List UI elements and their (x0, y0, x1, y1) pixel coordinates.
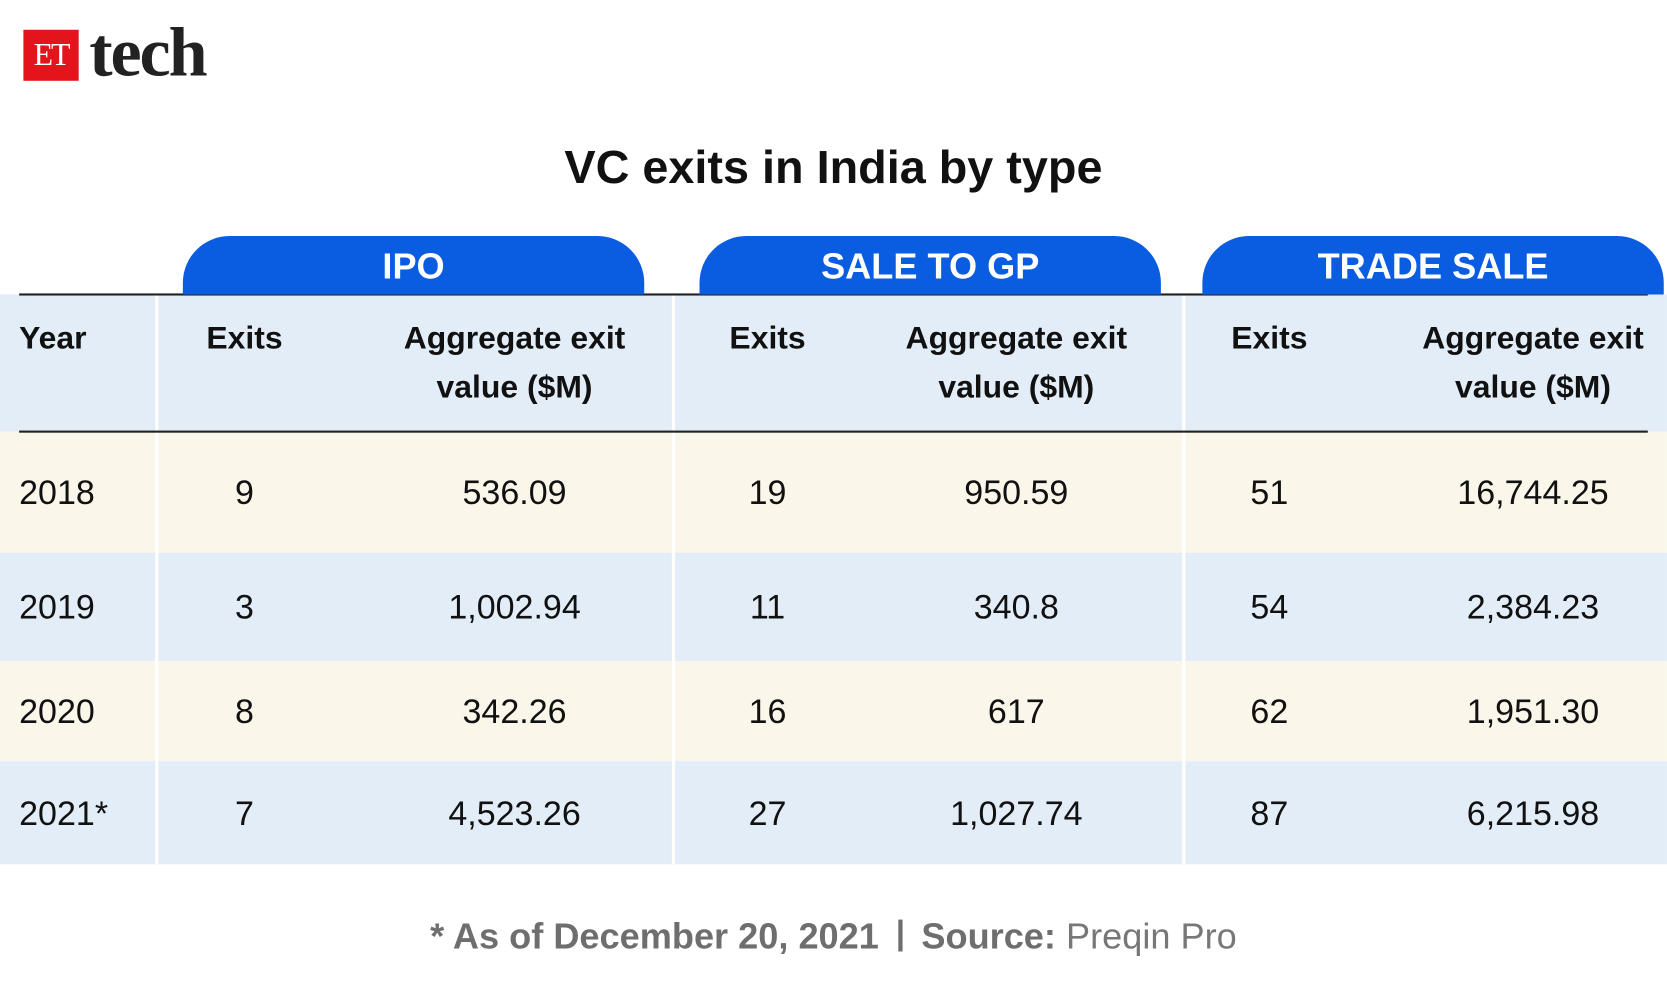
cell: 1,951.30 (1466, 692, 1600, 731)
column-header: Aggregate exit value ($M) (403, 321, 626, 406)
header-rule (19, 293, 1648, 296)
row (0, 431, 1667, 553)
cell: 1,027.74 (950, 793, 1083, 832)
column-header: Aggregate exit value ($M) (905, 321, 1128, 406)
cell: 950.59 (964, 473, 1069, 512)
row (0, 661, 1667, 762)
cell: 16,744.25 (1457, 473, 1609, 512)
cell: 9 (235, 473, 254, 512)
cell: 3 (235, 587, 254, 627)
cell: 2021* (19, 793, 109, 832)
column-header: Aggregate exit value ($M) (1422, 321, 1644, 406)
column-header: Exits (1231, 321, 1308, 357)
cell: 2020 (19, 692, 95, 731)
header-rule (19, 430, 1648, 433)
cell: 7 (235, 793, 254, 832)
footnote-note: * As of December 20, 2021 (430, 916, 879, 957)
logo-text: tech (89, 13, 207, 92)
footnote: * As of December 20, 2021 Source: Preqin … (0, 912, 1667, 961)
separator (897, 919, 903, 952)
cell: 340.8 (973, 587, 1059, 627)
cell: 8 (235, 692, 254, 731)
cell: 54 (1250, 587, 1289, 627)
cell: 19 (748, 473, 787, 512)
cell: 1,002.94 (448, 587, 581, 627)
row (0, 761, 1667, 865)
group-header: SALE TO GP (699, 236, 1161, 295)
cell: 2019 (19, 587, 95, 627)
cell: 2,384.23 (1466, 587, 1600, 627)
title: VC exits in India by type (564, 141, 1103, 194)
logo-badge: ET (23, 29, 79, 81)
row (0, 552, 1667, 662)
source: Preqin Pro (1066, 916, 1237, 957)
cell: 27 (748, 793, 787, 832)
column-header: Year (19, 321, 87, 357)
cell: 617 (987, 692, 1045, 731)
cell: 536.09 (462, 473, 567, 512)
column-separator (671, 294, 676, 865)
cell: 62 (1250, 692, 1289, 731)
header-row (0, 294, 1667, 432)
cell: 6,215.98 (1466, 793, 1600, 832)
cell: 4,523.26 (448, 793, 581, 832)
column-separator (155, 294, 159, 865)
cell: 11 (749, 587, 786, 627)
column-header: Exits (729, 321, 806, 357)
cell: 16 (748, 692, 787, 731)
column-separator (1182, 294, 1186, 865)
cell: 51 (1250, 473, 1289, 512)
cell: 87 (1250, 793, 1289, 832)
source-label: Source: (921, 916, 1056, 957)
cell: 2018 (19, 473, 95, 512)
cell: 342.26 (462, 692, 567, 731)
group-header: TRADE SALE (1202, 236, 1664, 295)
column-header: Exits (206, 321, 283, 357)
group-header: IPO (182, 236, 645, 295)
